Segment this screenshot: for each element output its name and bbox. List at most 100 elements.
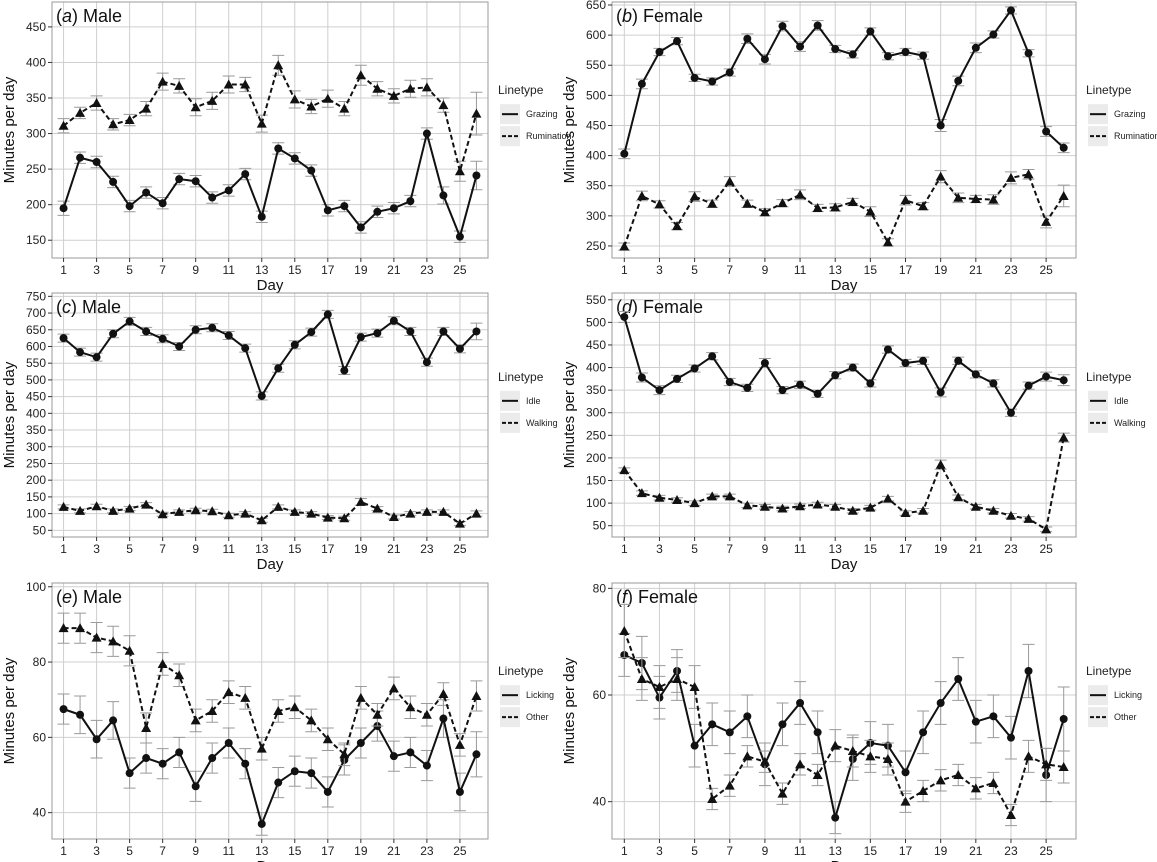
data-point <box>388 683 399 693</box>
data-point <box>372 503 383 513</box>
legend-label: Walking <box>526 418 558 428</box>
data-point <box>1059 376 1068 385</box>
data-point <box>1058 432 1069 442</box>
y-tick-label: 150 <box>586 474 606 488</box>
data-point <box>1024 49 1033 58</box>
data-point <box>637 373 646 382</box>
x-tick-label: 23 <box>1004 263 1018 277</box>
data-point <box>619 465 630 475</box>
data-point <box>953 492 964 502</box>
data-point <box>796 42 805 51</box>
x-tick-label: 25 <box>1039 263 1053 277</box>
data-point <box>935 775 946 785</box>
data-point <box>175 342 184 351</box>
data-point <box>257 212 266 221</box>
y-tick-label: 40 <box>593 795 607 809</box>
y-tick-label: 80 <box>33 655 47 669</box>
legend-label: Idle <box>526 396 541 406</box>
data-point <box>919 728 928 737</box>
data-point <box>58 120 69 130</box>
y-tick-label: 350 <box>586 179 606 193</box>
data-point <box>689 498 700 508</box>
data-point <box>1005 510 1016 520</box>
data-point <box>439 191 448 200</box>
x-tick-label: 15 <box>864 263 878 277</box>
data-point <box>672 674 683 683</box>
x-tick-label: 13 <box>829 542 843 556</box>
data-point <box>405 508 416 518</box>
data-point <box>306 715 317 725</box>
data-point <box>322 512 333 522</box>
data-point <box>708 77 717 86</box>
series-walking <box>618 432 1070 534</box>
y-tick-label: 100 <box>586 496 606 510</box>
x-tick-label: 23 <box>1004 844 1018 858</box>
data-point <box>208 323 217 332</box>
data-point <box>75 505 86 515</box>
series-licking <box>57 693 483 836</box>
data-point <box>274 778 283 787</box>
data-point <box>125 769 134 778</box>
data-point <box>290 154 299 163</box>
data-point <box>224 739 233 747</box>
data-point <box>742 198 753 208</box>
x-tick-label: 13 <box>255 844 269 858</box>
data-point <box>1042 127 1051 136</box>
x-tick-label: 9 <box>762 542 769 556</box>
x-tick-label: 9 <box>762 844 769 858</box>
legend-label: Idle <box>1114 396 1129 406</box>
x-axis-label: Day <box>257 277 284 294</box>
data-point <box>59 705 68 714</box>
data-point <box>257 391 266 400</box>
data-point <box>970 783 981 793</box>
data-point <box>355 70 366 80</box>
data-point <box>240 79 251 89</box>
x-tick-label: 7 <box>159 844 166 858</box>
x-axis-label: Day <box>257 556 284 573</box>
y-tick-label: 300 <box>26 440 46 454</box>
data-point <box>918 505 929 515</box>
data-point <box>812 770 823 779</box>
data-point <box>619 241 630 251</box>
data-point <box>883 52 892 61</box>
data-point <box>620 312 629 321</box>
data-point <box>388 90 399 100</box>
x-tick-label: 15 <box>288 263 302 277</box>
y-tick-label: 400 <box>26 406 46 420</box>
x-tick-label: 15 <box>288 844 302 858</box>
data-point <box>971 717 980 726</box>
y-tick-label: 350 <box>586 383 606 397</box>
data-point <box>307 769 316 778</box>
data-point <box>778 386 787 395</box>
data-point <box>689 191 700 201</box>
panel-e: 406080100135791113151719212325DayMinutes… <box>1 580 554 862</box>
data-point <box>654 682 665 691</box>
y-tick-label: 450 <box>26 390 46 404</box>
data-point <box>373 207 382 216</box>
x-tick-label: 17 <box>321 542 335 556</box>
data-point <box>847 196 858 206</box>
data-point <box>58 623 69 633</box>
series-line <box>62 133 478 240</box>
data-point <box>224 186 233 195</box>
data-point <box>157 658 168 668</box>
data-point <box>323 787 332 796</box>
data-point <box>223 79 234 89</box>
x-tick-label: 9 <box>762 263 769 277</box>
data-point <box>224 331 233 340</box>
x-tick-label: 5 <box>691 542 698 556</box>
data-point <box>989 712 998 721</box>
x-tick-label: 5 <box>126 542 133 556</box>
legend: Linetype Idle Walking <box>498 370 558 433</box>
x-tick-label: 1 <box>621 263 628 277</box>
data-point <box>191 782 200 791</box>
data-point <box>191 177 200 186</box>
x-tick-label: 23 <box>420 844 434 858</box>
data-point <box>190 505 201 515</box>
data-point <box>777 788 788 798</box>
data-point <box>322 734 333 744</box>
data-point <box>289 94 300 104</box>
legend-title: Linetype <box>498 664 544 678</box>
y-tick-label: 100 <box>26 580 46 594</box>
